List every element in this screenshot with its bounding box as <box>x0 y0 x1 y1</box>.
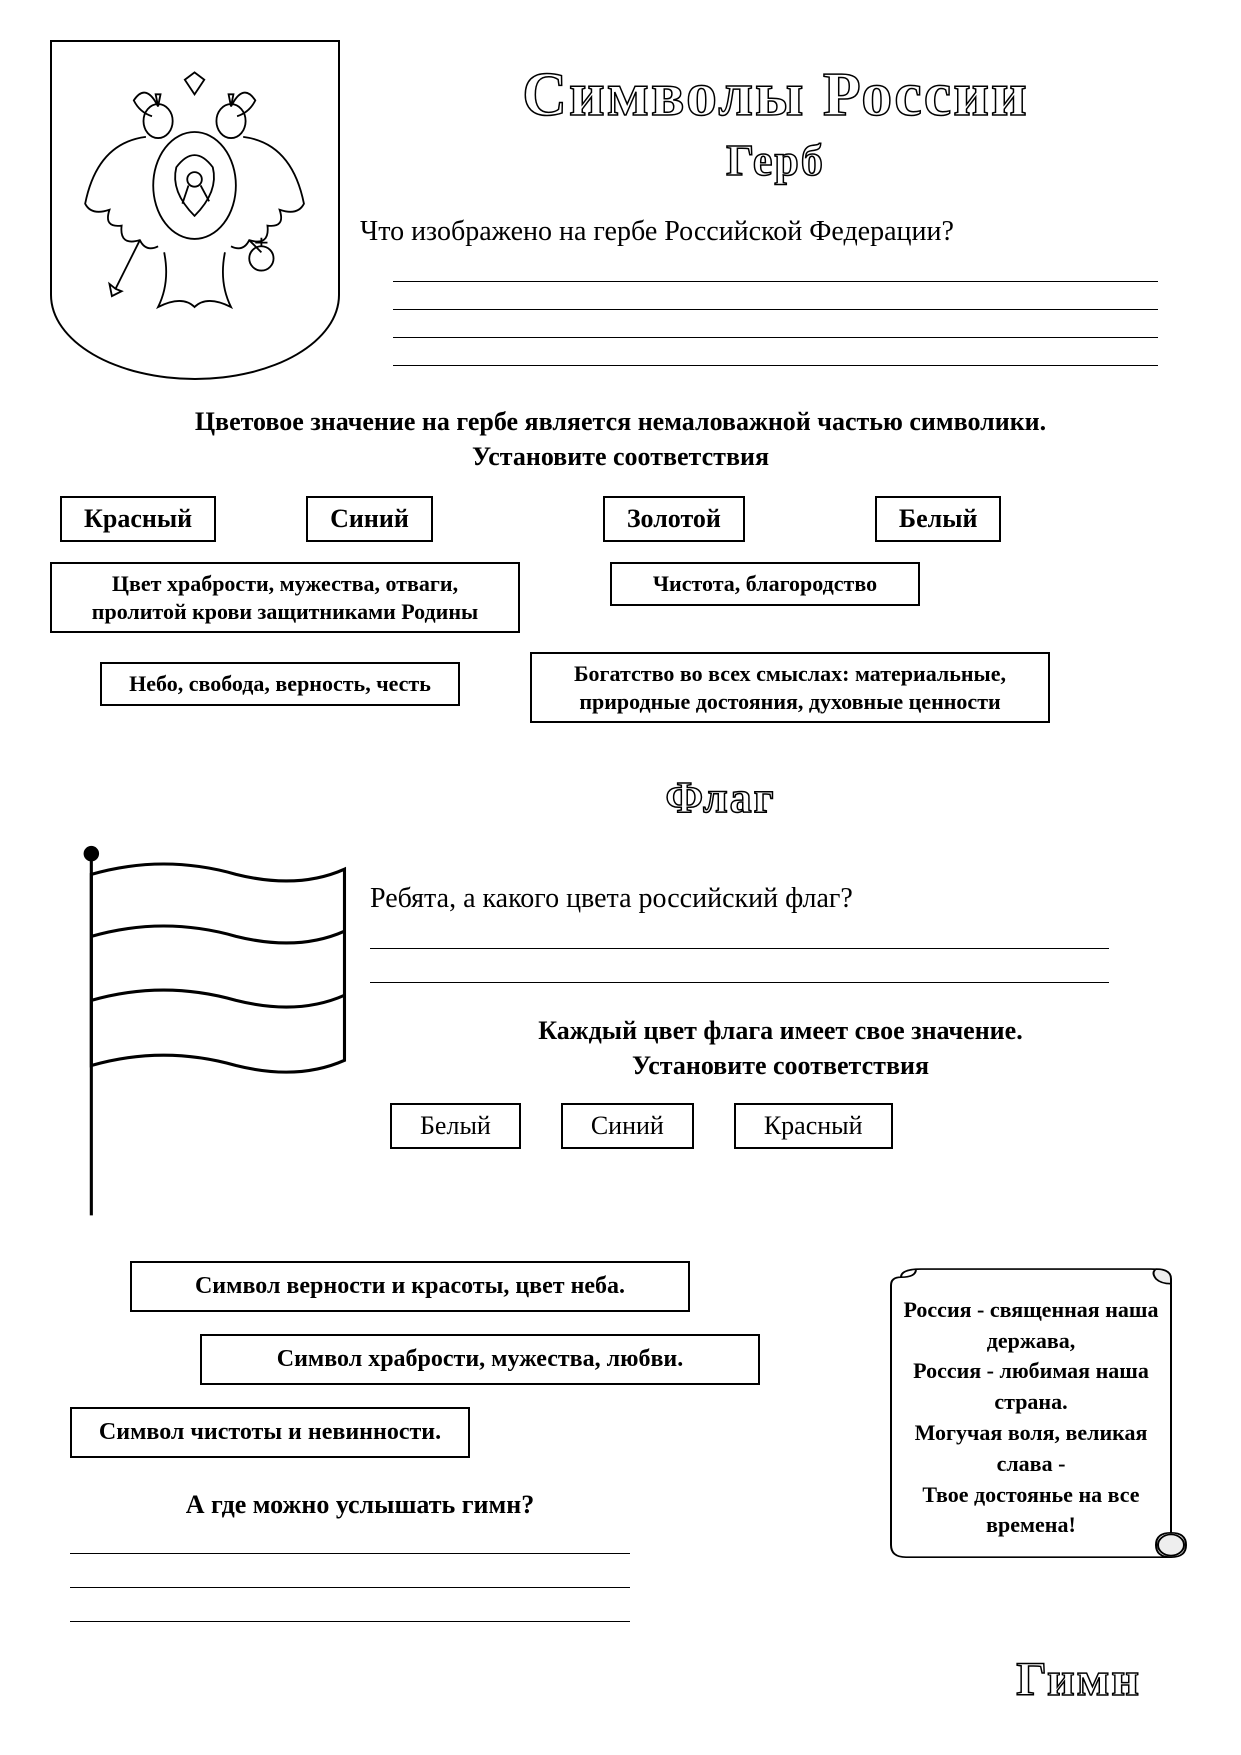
flag-meaning-loyalty[interactable]: Символ верности и красоты, цвет неба. <box>130 1261 690 1312</box>
section-title-flag: Флаг <box>250 772 1191 823</box>
color-gold[interactable]: Золотой <box>603 496 745 542</box>
flag-right: Ребята, а какого цвета российский флаг? … <box>360 833 1191 1149</box>
flag-color-red[interactable]: Красный <box>734 1103 893 1149</box>
flag-color-blue[interactable]: Синий <box>561 1103 694 1149</box>
flag-meaning-bravery[interactable]: Символ храбрости, мужества, любви. <box>200 1334 760 1385</box>
flag-drawing <box>50 833 360 1231</box>
meaning-purity[interactable]: Чистота, благородство <box>610 562 920 606</box>
meaning-sky[interactable]: Небо, свобода, верность, честь <box>100 662 460 706</box>
page-title: Символы России <box>360 60 1191 131</box>
gimn-question: А где можно услышать гимн? <box>50 1490 670 1520</box>
flag-statement: Каждый цвет флага имеет свое значение. У… <box>370 1013 1191 1083</box>
header-right: Символы России Герб Что изображено на ге… <box>360 40 1191 368</box>
lower-section: Символ верности и красоты, цвет неба. Си… <box>50 1261 1191 1622</box>
lower-left: Символ верности и красоты, цвет неба. Си… <box>50 1261 851 1622</box>
meaning-wealth[interactable]: Богатство во всех смыслах: материальные,… <box>530 652 1050 723</box>
flag-statement-line2: Установите соответствия <box>632 1051 929 1080</box>
anthem-scroll: Россия - священная наша держава, Россия … <box>871 1261 1191 1569</box>
flag-meaning-purity[interactable]: Символ чистоты и невинности. <box>70 1407 470 1458</box>
flag-question: Ребята, а какого цвета российский флаг? <box>370 883 1191 915</box>
gerb-answer-lines[interactable] <box>360 256 1191 366</box>
gerb-statement: Цветовое значение на гербе является нема… <box>50 404 1191 474</box>
gerb-meaning-grid: Цвет храбрости, мужества, отваги, пролит… <box>50 562 1191 762</box>
meaning-bravery[interactable]: Цвет храбрости, мужества, отваги, пролит… <box>50 562 520 633</box>
section-title-gimn-wrap: Гимн <box>50 1652 1191 1707</box>
gerb-color-row: Красный Синий Золотой Белый <box>50 496 1191 542</box>
coat-of-arms-frame <box>50 40 340 380</box>
gerb-question: Что изображено на гербе Российской Федер… <box>360 216 1191 248</box>
color-red[interactable]: Красный <box>60 496 216 542</box>
gerb-statement-line1: Цветовое значение на гербе является нема… <box>195 407 1046 436</box>
flag-answer-lines[interactable] <box>370 919 1191 983</box>
section-title-gerb: Герб <box>360 135 1191 186</box>
flag-statement-line1: Каждый цвет флага имеет свое значение. <box>538 1016 1022 1045</box>
coat-of-arms-icon <box>73 67 316 353</box>
color-blue[interactable]: Синий <box>306 496 433 542</box>
section-title-gimn: Гимн <box>1016 1653 1141 1706</box>
flag-color-white[interactable]: Белый <box>390 1103 521 1149</box>
flag-icon <box>50 833 360 1226</box>
flag-row: Ребята, а какого цвета российский флаг? … <box>50 833 1191 1231</box>
gerb-statement-line2: Установите соответствия <box>472 442 769 471</box>
header-row: Символы России Герб Что изображено на ге… <box>50 40 1191 380</box>
worksheet-page: Символы России Герб Что изображено на ге… <box>50 40 1191 1707</box>
gimn-answer-lines[interactable] <box>70 1524 630 1622</box>
flag-color-row: Белый Синий Красный <box>390 1103 1191 1149</box>
color-white[interactable]: Белый <box>875 496 1002 542</box>
anthem-text: Россия - священная наша держава, Россия … <box>889 1295 1173 1541</box>
